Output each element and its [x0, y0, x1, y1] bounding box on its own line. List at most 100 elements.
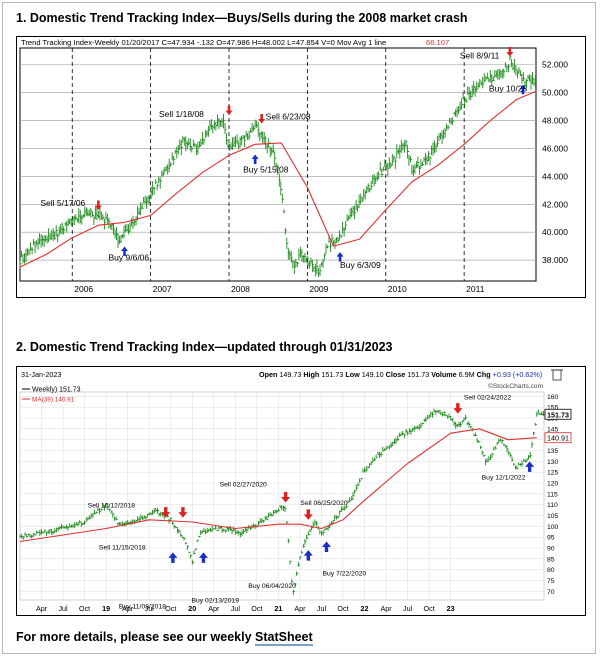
chart2-x-tick-label: Apr: [208, 604, 220, 613]
chart2-buy-arrow: [321, 541, 331, 552]
chart2-signal-label: Sell 02/27/2020: [220, 482, 267, 489]
chart1-buy-arrow: [519, 84, 527, 95]
chart2-ohlc-header: Open 149.73 High 151.73 Low 149.10 Close…: [259, 370, 542, 379]
chart2-y-tick-label: 90: [547, 546, 555, 553]
chart2-x-tick-label: Jul: [145, 604, 155, 613]
chart2-legend-price: Weekly) 151.73: [32, 387, 81, 394]
chart2-y-tick-label: 120: [547, 481, 559, 488]
chart1-header: Trend Tracking Index-Weekly 01/20/2017 C…: [21, 38, 386, 47]
chart2-x-tick-label: Jul: [317, 604, 327, 613]
chart2-x-tick-label: Oct: [79, 604, 90, 613]
chart1-y-tick-label: 44.000: [542, 171, 568, 181]
chart1-sell-arrow: [506, 47, 514, 57]
chart2-sell-arrow: [303, 509, 313, 520]
chart2-price-bars: [19, 408, 545, 595]
chart1-signal-label: Sell 1/18/08: [159, 109, 204, 119]
chart1-signal-label: Sell 8/9/11: [460, 51, 500, 61]
chart2-y-tick-label: 155: [547, 405, 559, 412]
chart1-x-tick-label: 2009: [309, 284, 328, 294]
chart2-sell-arrow: [453, 403, 463, 414]
chart2-sell-arrow: [281, 492, 291, 503]
chart2-x-tick-label: Oct: [337, 604, 348, 613]
chart2-x-tick-label: Jul: [58, 604, 68, 613]
chart2-x-tick-label: 22: [361, 604, 369, 613]
chart2-x-tick-label: Apr: [294, 604, 306, 613]
chart1-signal-label: Buy 10/25: [489, 84, 528, 94]
chart2-signal-label: Sell 10/12/2018: [88, 503, 135, 510]
chart2-last-price-tag: [544, 408, 572, 420]
chart2-watermark: ©StockCharts.com: [488, 382, 544, 390]
chart2-legend-ma: MA(39) 140.91: [32, 397, 75, 404]
chart2-y-tick-label: 145: [547, 426, 559, 433]
chart2-buy-arrow: [525, 461, 535, 472]
chart2-buy-arrow: [198, 552, 208, 563]
chart2-signal-label: Sell 06/25/2020: [300, 500, 347, 507]
chart2-signal-label: Buy 11/08/2018: [119, 603, 166, 610]
chart1-mov-avg-value: 66.107: [426, 38, 449, 47]
chart1-y-tick-label: 38.000: [542, 255, 568, 265]
chart2-signal-label: Sell 02/24/2022: [464, 395, 511, 402]
chart2-x-tick-label: 23: [447, 604, 455, 613]
chart2-x-tick-label: Apr: [122, 604, 134, 613]
chart2-y-tick-label: 130: [547, 459, 559, 466]
chart2-signal-label: Buy 06/04/2020: [248, 583, 296, 590]
chart2-plot: 7075808590951001051101151201251301351401…: [16, 366, 586, 616]
chart1-x-tick-label: 2006: [74, 284, 93, 294]
chart2-y-tick-label: 95: [547, 535, 555, 542]
chart1-signal-label: Buy 6/3/09: [340, 260, 381, 270]
chart1-y-tick-label: 52.000: [542, 60, 568, 70]
chart1-y-tick-label: 50.000: [542, 88, 568, 98]
chart2-buy-arrow: [303, 550, 313, 561]
chart1-y-tick-label: 46.000: [542, 143, 568, 153]
chart1-x-tick-label: 2010: [388, 284, 407, 294]
chart2-x-tick-label: 19: [102, 604, 110, 613]
chart2-last-ma-label: 140.91: [547, 434, 569, 443]
chart2-sell-arrow: [161, 507, 171, 518]
chart2-y-tick-label: 115: [547, 491, 558, 498]
chart2-signal-label: Sell 11/15/2018: [99, 545, 146, 552]
chart1-x-tick-label: 2011: [466, 284, 485, 294]
chart2-sell-arrow: [178, 507, 188, 518]
chart1-y-tick-label: 42.000: [542, 199, 568, 209]
chart2-moving-average-line: [19, 428, 537, 543]
chart2-x-tick-label: Oct: [424, 604, 435, 613]
chart1-signal-label: Sell 6/23/08: [266, 112, 311, 122]
chart2-signal-label: Buy 7/22/2020: [322, 571, 366, 578]
chart2-x-tick-label: Apr: [36, 604, 48, 613]
chart1-signal-label: Buy 9/6/06: [109, 253, 150, 263]
chart1-y-tick-label: 40.000: [542, 227, 568, 237]
statsheet-link[interactable]: StatSheet: [255, 630, 313, 646]
chart1-buy-arrow: [251, 154, 259, 164]
chart2-x-tick-label: 20: [188, 604, 196, 613]
chart2-x-tick-label: Apr: [380, 604, 392, 613]
chart1-sell-arrow: [94, 200, 102, 211]
chart1-plot-area: [19, 47, 537, 282]
chart1-x-tick-label: 2007: [153, 284, 172, 294]
chart2-y-tick-label: 75: [547, 578, 555, 585]
chart1-signal-label: Sell 5/17/06: [40, 198, 85, 208]
chart2-buy-arrow: [168, 552, 178, 563]
chart2-last-price-label: 151.73: [547, 410, 569, 419]
chart1-y-tick-label: 48.000: [542, 116, 568, 126]
chart2-y-tick-label: 160: [547, 394, 559, 401]
chart2-signal-label: Buy 12/1/2022: [482, 474, 526, 481]
chart1-sell-arrow: [258, 114, 266, 124]
chart2-y-tick-label: 125: [547, 470, 559, 477]
chart2-date-label: 31-Jan-2023: [21, 370, 61, 379]
chart2-y-tick-label: 70: [547, 589, 555, 596]
chart2-plot-area: [19, 391, 545, 601]
chart1-heading: 1. Domestic Trend Tracking Index—Buys/Se…: [16, 11, 468, 25]
chart2-y-tick-label: 100: [547, 524, 559, 531]
chart2-last-ma-tag: [544, 432, 572, 444]
chart1-price-bars: [19, 55, 538, 278]
chart2-x-tick-label: Jul: [403, 604, 413, 613]
chart1-sell-arrow: [225, 105, 233, 116]
chart1-x-tick-label: 2008: [231, 284, 250, 294]
chart2-y-tick-label: 85: [547, 556, 555, 563]
chart1-moving-average-line: [19, 90, 537, 268]
chart2-y-tick-label: 80: [547, 567, 555, 574]
chart1-buy-arrow: [336, 252, 344, 262]
chart2-y-tick-label: 105: [547, 513, 559, 520]
chart1-plot: 38.000 40.000 42.000 44.000 46.000 48.000 50.0…: [16, 36, 586, 298]
